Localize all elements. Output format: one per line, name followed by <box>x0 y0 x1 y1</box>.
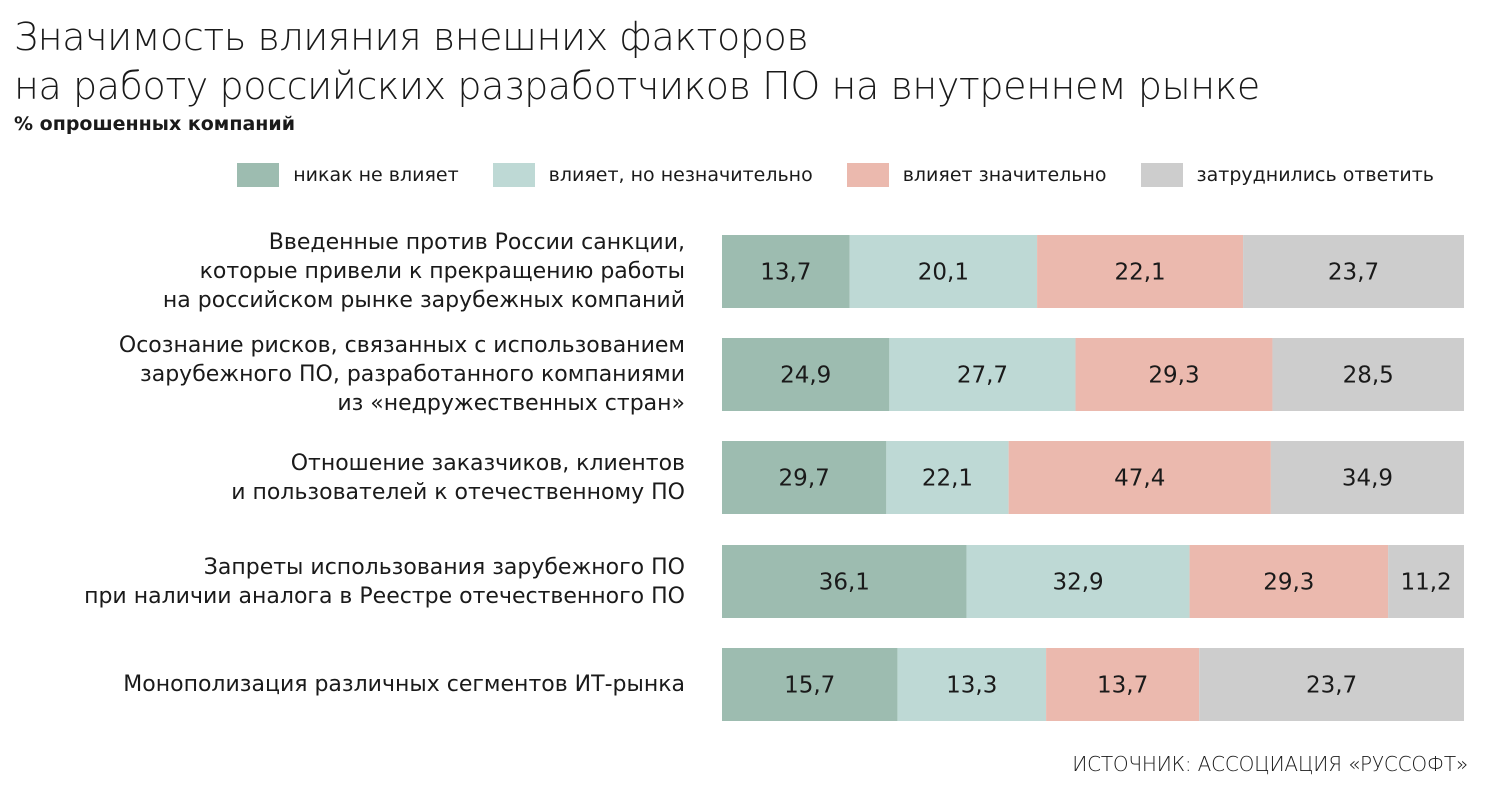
legend-item-no-answer: затруднились ответить <box>1140 163 1434 187</box>
bar-segment <box>1388 545 1464 618</box>
chart-title-line-2: на работу российских разработчиков ПО на… <box>14 64 1260 108</box>
category-label-line: Монополизация различных сегментов ИТ-рын… <box>123 672 685 697</box>
bar-value-label: 36,1 <box>819 570 870 596</box>
bar-value-label: 11,2 <box>1400 570 1451 596</box>
bar-segment <box>1046 648 1200 721</box>
chart-title-line-1: Значимость влияния внешних факторов <box>14 15 809 59</box>
legend-label-minor-influence: влияет, но незначительно <box>548 164 813 186</box>
bar-segment <box>1037 235 1244 308</box>
category-label-line: зарубежного ПО, разработанного компаниям… <box>140 362 685 387</box>
bar-segment <box>1243 235 1464 308</box>
category-label-line: и пользователей к отечественному ПО <box>231 479 685 505</box>
bar-segment <box>886 441 1009 514</box>
bar-value-label: 28,5 <box>1343 363 1394 389</box>
chart-legend: никак не влияет влияет, но незначительно… <box>237 160 1434 190</box>
category-label: Осознание рисков, связанных с использова… <box>119 330 685 419</box>
bar-segment <box>1075 338 1273 411</box>
bar-segment <box>722 235 850 308</box>
category-label-line: на российском рынке зарубежных компаний <box>162 288 685 313</box>
legend-swatch-minor-influence <box>492 163 535 187</box>
legend-swatch-significant-influence <box>846 163 889 187</box>
bar-value-label: 29,3 <box>1263 570 1314 596</box>
bar-segment <box>722 441 887 514</box>
bar-value-label: 29,7 <box>779 466 830 492</box>
legend-label-significant-influence: влияет значительно <box>902 164 1107 186</box>
category-label: Введенные против России санкции, которые … <box>163 227 685 316</box>
category-label-line: из «недружественных стран» <box>337 391 685 416</box>
bar-segment <box>1270 441 1464 514</box>
chart-subtitle: % опрошенных компаний <box>14 113 296 135</box>
bar-value-label: 32,9 <box>1052 570 1103 596</box>
bar-segment <box>889 338 1076 411</box>
legend-label-no-answer: затруднились ответить <box>1196 164 1434 186</box>
legend-item-no-influence: никак не влияет <box>237 163 459 187</box>
category-label-line: Запреты использования зарубежного ПО <box>203 554 685 580</box>
category-label-line: Введенные против России санкции, <box>268 230 685 255</box>
category-label-line: Осознание рисков, связанных с использова… <box>118 333 685 358</box>
bar-value-label: 47,4 <box>1114 466 1165 492</box>
bar-segment <box>1272 338 1464 411</box>
legend-item-minor-influence: влияет, но незначительно <box>492 163 813 187</box>
category-label-line: при наличии аналога в Реестре отечествен… <box>84 583 685 609</box>
bar-value-label: 22,1 <box>1114 260 1165 286</box>
bar-segment <box>849 235 1038 308</box>
source-note: ИСТОЧНИК: АССОЦИАЦИЯ «РУССОФТ» <box>1072 752 1468 776</box>
bar-value-label: 13,7 <box>1097 673 1148 699</box>
bar-value-label: 29,3 <box>1148 363 1199 389</box>
bar-value-label: 34,9 <box>1342 466 1393 492</box>
bar-value-label: 23,7 <box>1306 673 1357 699</box>
bar-value-label: 15,7 <box>784 673 835 699</box>
category-label: Отношение заказчиков, клиентов и пользова… <box>231 433 685 522</box>
bar-segment <box>897 648 1047 721</box>
bar-value-label: 23,7 <box>1328 260 1379 286</box>
bar-segment <box>1008 441 1271 514</box>
legend-swatch-no-answer <box>1140 163 1183 187</box>
legend-swatch-no-influence <box>237 163 280 187</box>
bar-value-label: 27,7 <box>957 363 1008 389</box>
bar-value-label: 13,3 <box>946 673 997 699</box>
bar-value-label: 22,1 <box>922 466 973 492</box>
category-label: Запреты использования зарубежного ПО при … <box>84 537 685 626</box>
bar-segment <box>1189 545 1389 618</box>
category-label-line: Отношение заказчиков, клиентов <box>290 450 685 476</box>
bar-segment <box>966 545 1190 618</box>
legend-item-significant-influence: влияет значительно <box>846 163 1107 187</box>
bar-value-label: 13,7 <box>760 260 811 286</box>
bar-segment <box>1199 648 1464 721</box>
category-label-line: которые привели к прекращению работы <box>199 259 685 284</box>
legend-label-no-influence: никак не влияет <box>293 164 459 186</box>
bar-segment <box>722 338 890 411</box>
bar-segment <box>722 648 898 721</box>
category-label: Монополизация различных сегментов ИТ-рын… <box>123 640 685 729</box>
bar-value-label: 20,1 <box>918 260 969 286</box>
bar-segment <box>722 545 967 618</box>
bar-value-label: 24,9 <box>780 363 831 389</box>
